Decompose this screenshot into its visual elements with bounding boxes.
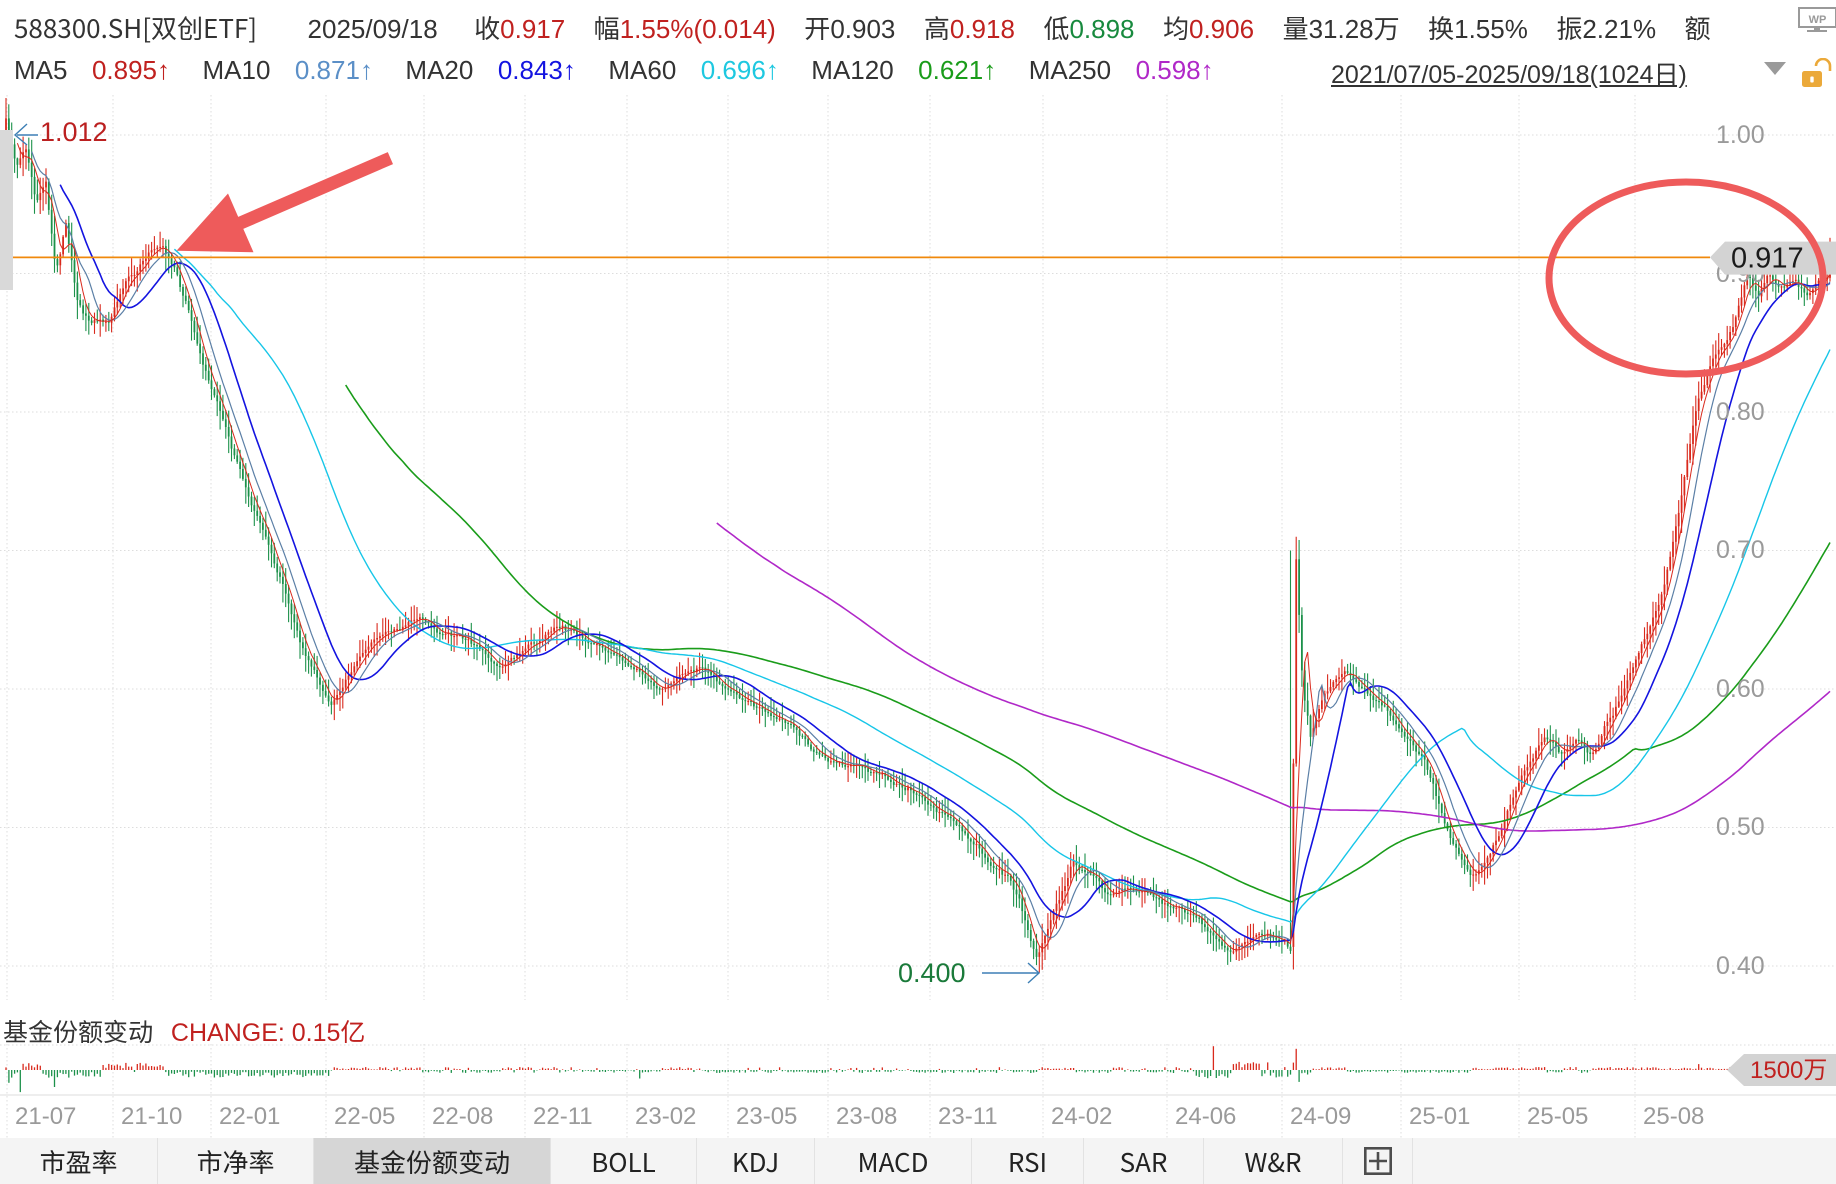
- svg-text:1.00: 1.00: [1716, 121, 1765, 149]
- svg-text:1.012: 1.012: [40, 117, 108, 147]
- svg-text:22-05: 22-05: [334, 1103, 395, 1130]
- svg-text:0.50: 0.50: [1716, 813, 1765, 841]
- svg-text:1500万: 1500万: [1750, 1057, 1827, 1084]
- svg-text:0.917: 0.917: [1731, 243, 1804, 275]
- svg-text:23-05: 23-05: [736, 1103, 797, 1130]
- svg-text:22-01: 22-01: [219, 1103, 280, 1130]
- svg-text:23-08: 23-08: [836, 1103, 897, 1130]
- svg-text:0.80: 0.80: [1716, 398, 1765, 426]
- svg-text:25-01: 25-01: [1409, 1103, 1470, 1130]
- svg-text:25-08: 25-08: [1643, 1103, 1704, 1130]
- svg-text:0.70: 0.70: [1716, 536, 1765, 564]
- svg-text:21-10: 21-10: [121, 1103, 182, 1130]
- svg-text:24-09: 24-09: [1290, 1103, 1351, 1130]
- svg-text:24-06: 24-06: [1175, 1103, 1236, 1130]
- svg-text:22-11: 22-11: [533, 1103, 593, 1130]
- svg-text:0.60: 0.60: [1716, 675, 1765, 703]
- svg-text:0.400: 0.400: [898, 958, 966, 988]
- svg-text:WP: WP: [1809, 14, 1827, 26]
- svg-text:0.40: 0.40: [1716, 952, 1765, 980]
- svg-text:23-02: 23-02: [635, 1103, 696, 1130]
- svg-text:22-08: 22-08: [432, 1103, 493, 1130]
- svg-text:21-07: 21-07: [15, 1103, 76, 1130]
- svg-text:23-11: 23-11: [938, 1103, 998, 1130]
- svg-text:25-05: 25-05: [1527, 1103, 1588, 1130]
- svg-text:24-02: 24-02: [1051, 1103, 1112, 1130]
